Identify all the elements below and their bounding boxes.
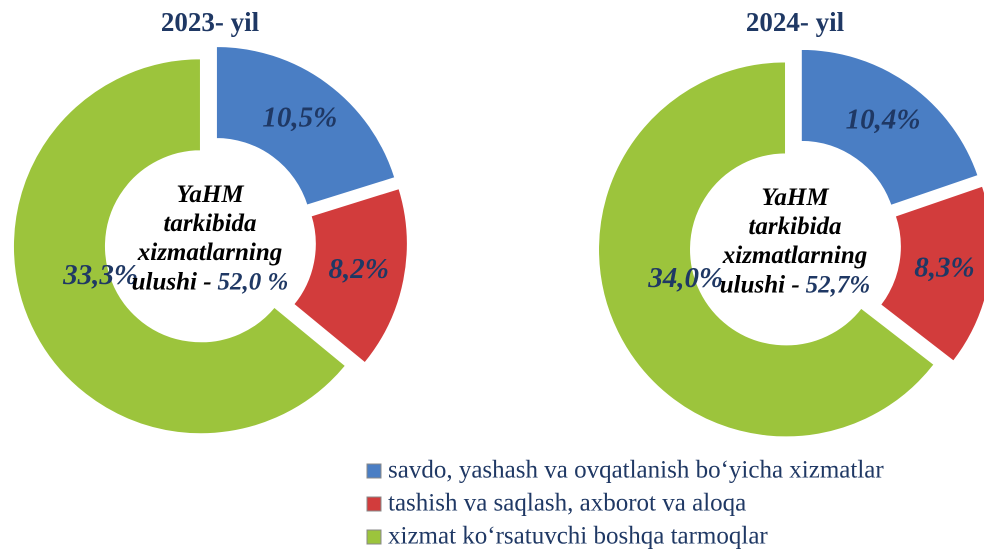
center-text: ulushi - — [720, 271, 800, 298]
center-text: ulushi -52,0 % — [132, 268, 289, 295]
value-label: 8,2% — [328, 253, 388, 285]
center-value: 52,0 % — [218, 268, 289, 295]
donut-slice — [878, 184, 984, 364]
value-label: 33,3% — [62, 259, 138, 291]
center-text: tarkibida — [748, 213, 841, 240]
chart-title: 2023- yil — [161, 7, 260, 37]
legend-label: savdo, yashash va ovqatlanish bo‘yicha x… — [388, 457, 884, 484]
center-value: 52,7% — [806, 271, 871, 298]
legend-marker — [366, 529, 382, 545]
center-text: YaHM — [176, 181, 244, 208]
legend-marker — [366, 463, 382, 479]
value-label: 10,4% — [846, 103, 921, 135]
center-text: xizmatlarning — [137, 239, 283, 266]
center-text: ulushi -52,7% — [720, 271, 871, 298]
donut-slice — [214, 44, 397, 207]
center-text: tarkibida — [163, 210, 256, 237]
chart-title: 2024- yil — [746, 7, 845, 37]
value-label: 34,0% — [647, 262, 723, 294]
donut-slice — [597, 60, 937, 439]
donut-slice — [291, 186, 409, 365]
center-text: ulushi - — [132, 268, 212, 295]
legend-label: xizmat ko‘rsatuvchi boshqa tarmoqlar — [388, 523, 768, 550]
center-text: YaHM — [761, 184, 829, 211]
value-label: 10,5% — [262, 102, 337, 134]
legend-marker — [366, 496, 382, 512]
value-label: 8,3% — [914, 251, 974, 283]
legend-label: tashish va saqlash, axborot va aloqa — [388, 490, 746, 517]
donut-slice — [11, 57, 348, 436]
donut-slice — [799, 47, 980, 208]
center-text: xizmatlarning — [722, 242, 868, 269]
